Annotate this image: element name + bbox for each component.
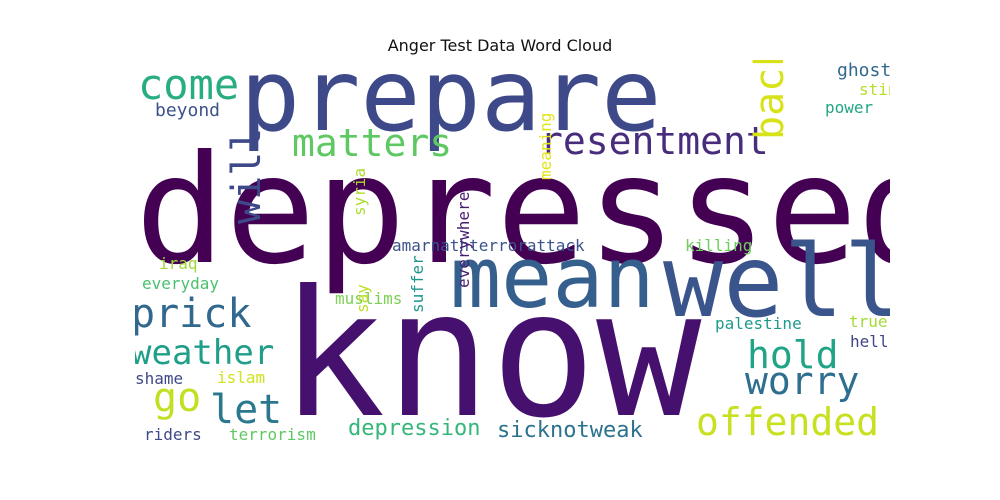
word-hold: hold (747, 333, 839, 377)
word-true: true (849, 312, 888, 331)
word-prepare: prepare (240, 60, 662, 154)
word-everyday: everyday (142, 274, 220, 293)
word-suffer: suffer (408, 255, 427, 313)
word-prick: prick (135, 291, 252, 337)
word-back: back (747, 60, 793, 140)
word-say: say (353, 284, 372, 313)
word-terrorism: terrorism (229, 425, 316, 444)
word-know: know (280, 254, 702, 445)
word-everywhere: everywhere (454, 191, 473, 288)
word-worry: worry (745, 359, 860, 403)
word-sicknotweak: sicknotweak (497, 418, 643, 443)
word-muslims: muslims (335, 289, 403, 308)
word-sting: sting (859, 80, 890, 99)
word-islam: islam (217, 368, 266, 387)
word-matters: matters (292, 121, 453, 165)
word-let: let (210, 387, 283, 433)
word-cloud: prepare depressed know mean well come ma… (135, 60, 890, 445)
word-come: come (138, 60, 240, 109)
word-depression: depression (348, 416, 481, 441)
word-mean: mean (450, 229, 655, 328)
word-go: go (153, 375, 202, 421)
word-iraq: iraq (159, 254, 198, 273)
word-amarnathterrorattack: amarnathterrorattack (392, 236, 585, 255)
word-ghost: ghost (837, 60, 890, 81)
word-riders: riders (144, 425, 202, 444)
word-depressed: depressed (135, 124, 890, 298)
word-hell: hell (850, 332, 889, 351)
word-beyond: beyond (155, 100, 221, 121)
word-meaning: meaning (536, 112, 555, 180)
word-will: will (224, 127, 270, 224)
chart-title: Anger Test Data Word Cloud (387, 36, 613, 55)
word-palestine: palestine (715, 314, 802, 333)
word-killing: killing (685, 236, 753, 255)
word-syria: syria (350, 167, 369, 216)
word-power: power (825, 98, 874, 117)
word-resentment: resentment (540, 119, 769, 163)
word-offended: offended (696, 400, 880, 444)
word-weather: weather (135, 333, 275, 373)
word-shame: shame (135, 369, 184, 388)
word-well: well (663, 223, 890, 340)
